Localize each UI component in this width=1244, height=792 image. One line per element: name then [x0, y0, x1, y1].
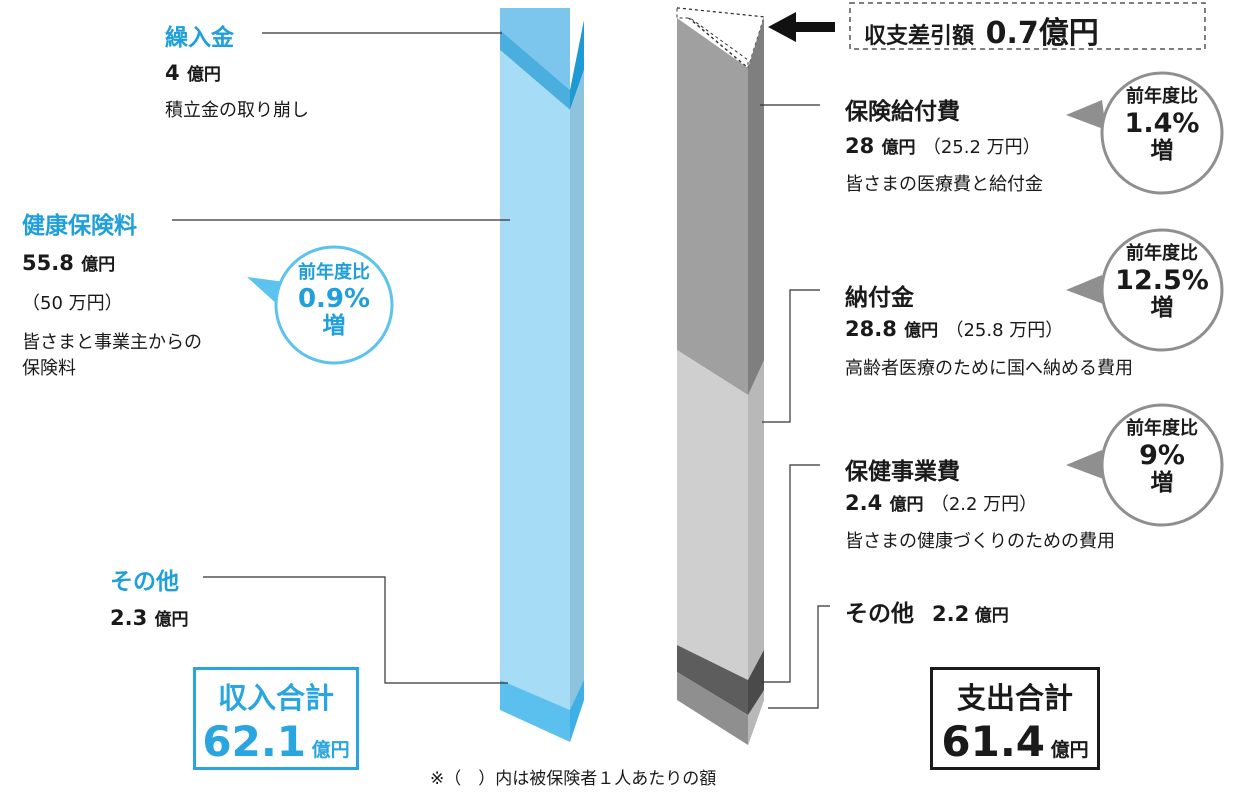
- expense-hokenkyufu-value: 28: [845, 134, 875, 158]
- bubble-hokenkyufu: [1066, 71, 1224, 195]
- expense-hokenkyufu-amount: 28 億円 （25.2 万円）: [845, 133, 1041, 159]
- bubble-nofukin: [1066, 228, 1224, 352]
- bubble-hokenjigyo-line2: 9%: [1139, 439, 1185, 471]
- income-sonota-amount: 2.3 億円: [110, 605, 189, 630]
- bubble-nofukin-line1: 前年度比: [1126, 243, 1198, 264]
- surplus-unit: 億円: [1038, 16, 1099, 51]
- income-bar-front-hokenryo: [500, 50, 570, 710]
- expense-total-amount: 61.4 億円: [933, 717, 1097, 766]
- expense-total-value: 61.4: [941, 717, 1046, 766]
- income-bar-side-top: [570, 20, 584, 110]
- bubble-hokenjigyo-line3: 増: [1150, 470, 1174, 497]
- bubble-hokenkyufu-text: 前年度比 1.4% 増: [1107, 86, 1217, 165]
- income-total-amount: 62.1 億円: [196, 717, 356, 766]
- expense-hokenkyufu-per-person: （25.2 万円）: [922, 137, 1041, 158]
- expense-sonota-row: その他 2.2 億円: [845, 594, 1009, 628]
- leader-nofukin: [762, 289, 820, 423]
- income-bar-front-krinyukin: [500, 8, 570, 90]
- surplus-label: 収支差引額: [864, 24, 975, 49]
- bubble-hokenjigyo: [1066, 403, 1224, 527]
- income-hokenryo-label: 健康保険料: [22, 213, 137, 239]
- income-bar: [500, 8, 584, 742]
- income-bar-side-bottom: [570, 680, 584, 742]
- bubble-nofukin-line2: 12.5%: [1115, 264, 1209, 296]
- expense-bar-side-lower: [748, 360, 764, 745]
- income-total-label: 収入合計: [217, 681, 334, 715]
- expense-hokenjigyo-per-person: （2.2 万円）: [930, 494, 1038, 515]
- expense-sonota-label: その他: [845, 601, 914, 627]
- bubble-hokenkyufu-line3: 増: [1150, 138, 1174, 165]
- income-sonota-label: その他: [110, 569, 179, 595]
- income-hokenryo-value: 55.8: [22, 251, 74, 275]
- income-krinyukin-unit: 億円: [186, 65, 221, 85]
- expense-total-label: 支出合計: [956, 681, 1073, 715]
- leader-expense-sonota: [768, 605, 830, 709]
- income-total-value: 62.1: [202, 717, 307, 766]
- leader-hokenjigyo: [762, 464, 820, 683]
- expense-hokenkyufu-note: 皆さまの医療費と給付金: [845, 174, 1043, 195]
- expense-nofukin-label: 納付金: [845, 285, 914, 311]
- bubble-hokenkyufu-line1: 前年度比: [1126, 86, 1198, 107]
- expense-hokenjigyo-amount: 2.4 億円 （2.2 万円）: [845, 490, 1037, 516]
- bubble-hokenryo-line1: 前年度比: [298, 262, 370, 283]
- income-krinyukin-value: 4: [165, 61, 180, 85]
- surplus-triangle: [676, 7, 765, 69]
- income-sonota-unit: 億円: [154, 610, 189, 630]
- bubble-hokenryo-text: 前年度比 0.9% 増: [282, 262, 386, 340]
- income-total-unit: 億円: [311, 739, 350, 761]
- income-bar-side: [570, 70, 584, 742]
- income-krinyukin-label: 繰入金: [165, 25, 234, 51]
- bubble-hokenryo-line2: 0.9%: [297, 283, 371, 314]
- expense-nofukin-value: 28.8: [845, 317, 897, 341]
- income-hokenryo-note-line1: 皆さまと事業主からの: [22, 332, 202, 353]
- bubble-hokenkyufu-line2: 1.4%: [1124, 107, 1200, 139]
- income-hokenryo-per-person: （50 万円）: [22, 293, 123, 314]
- bubble-hokenryo-line3: 増: [322, 313, 346, 340]
- expense-hokenkyufu-label: 保険給付費: [845, 99, 960, 125]
- income-hokenryo-note-line2: 保険料: [22, 358, 76, 379]
- income-hokenryo-amount: 55.8 億円: [22, 250, 115, 275]
- surplus-arrow: [768, 12, 835, 42]
- bubble-nofukin-text: 前年度比 12.5% 増: [1107, 243, 1217, 322]
- expense-hokenjigyo-note: 皆さまの健康づくりのための費用: [845, 531, 1115, 552]
- expense-sonota-unit: 億円: [974, 606, 1009, 626]
- expense-bar-front-hokenjigyo: [677, 645, 748, 715]
- income-bar-band-krinyukin: [500, 30, 570, 110]
- bubble-hokenjigyo-line1: 前年度比: [1126, 418, 1198, 439]
- expense-nofukin-note: 高齢者医療のために国へ納める費用: [845, 358, 1133, 379]
- expense-total-box: 支出合計 61.4 億円: [930, 667, 1100, 770]
- expense-bar-front-hokenkyufu: [677, 18, 748, 395]
- surplus-box: [849, 2, 1206, 50]
- income-krinyukin-note: 積立金の取り崩し: [165, 100, 309, 121]
- surplus-value: 0.7: [985, 16, 1039, 51]
- expense-hokenjigyo-label: 保健事業費: [845, 459, 960, 485]
- leader-income-sonota: [203, 576, 508, 684]
- income-total-box: 収入合計 62.1 億円: [193, 667, 359, 770]
- expense-total-unit: 億円: [1050, 739, 1089, 761]
- expense-nofukin-per-person: （25.8 万円）: [945, 320, 1064, 341]
- expense-bar-front-sonota: [677, 672, 748, 745]
- footnote: ※（ ）内は被保険者１人あたりの額: [430, 769, 717, 789]
- bubble-hokenjigyo-text: 前年度比 9% 増: [1107, 418, 1217, 497]
- expense-nofukin-unit: 億円: [904, 321, 939, 341]
- income-bar-front-sonota: [500, 680, 570, 742]
- surplus-text: 収支差引額 0.7億円: [864, 8, 1099, 52]
- expense-bar: [674, 7, 765, 745]
- expense-hokenkyufu-unit: 億円: [881, 138, 916, 158]
- bubble-nofukin-line3: 増: [1150, 295, 1174, 322]
- expense-bar-side-dark: [748, 650, 764, 715]
- income-sonota-value: 2.3: [110, 606, 148, 630]
- bubble-hokenryo: [247, 245, 394, 365]
- income-krinyukin-amount: 4 億円: [165, 60, 221, 85]
- expense-nofukin-amount: 28.8 億円 （25.8 万円）: [845, 316, 1063, 342]
- expense-bar-front-nofukin: [677, 350, 748, 680]
- expense-hokenjigyo-unit: 億円: [889, 495, 924, 515]
- expense-sonota-value: 2.2: [932, 602, 970, 626]
- income-hokenryo-unit: 億円: [81, 255, 116, 275]
- expense-hokenjigyo-value: 2.4: [845, 491, 883, 515]
